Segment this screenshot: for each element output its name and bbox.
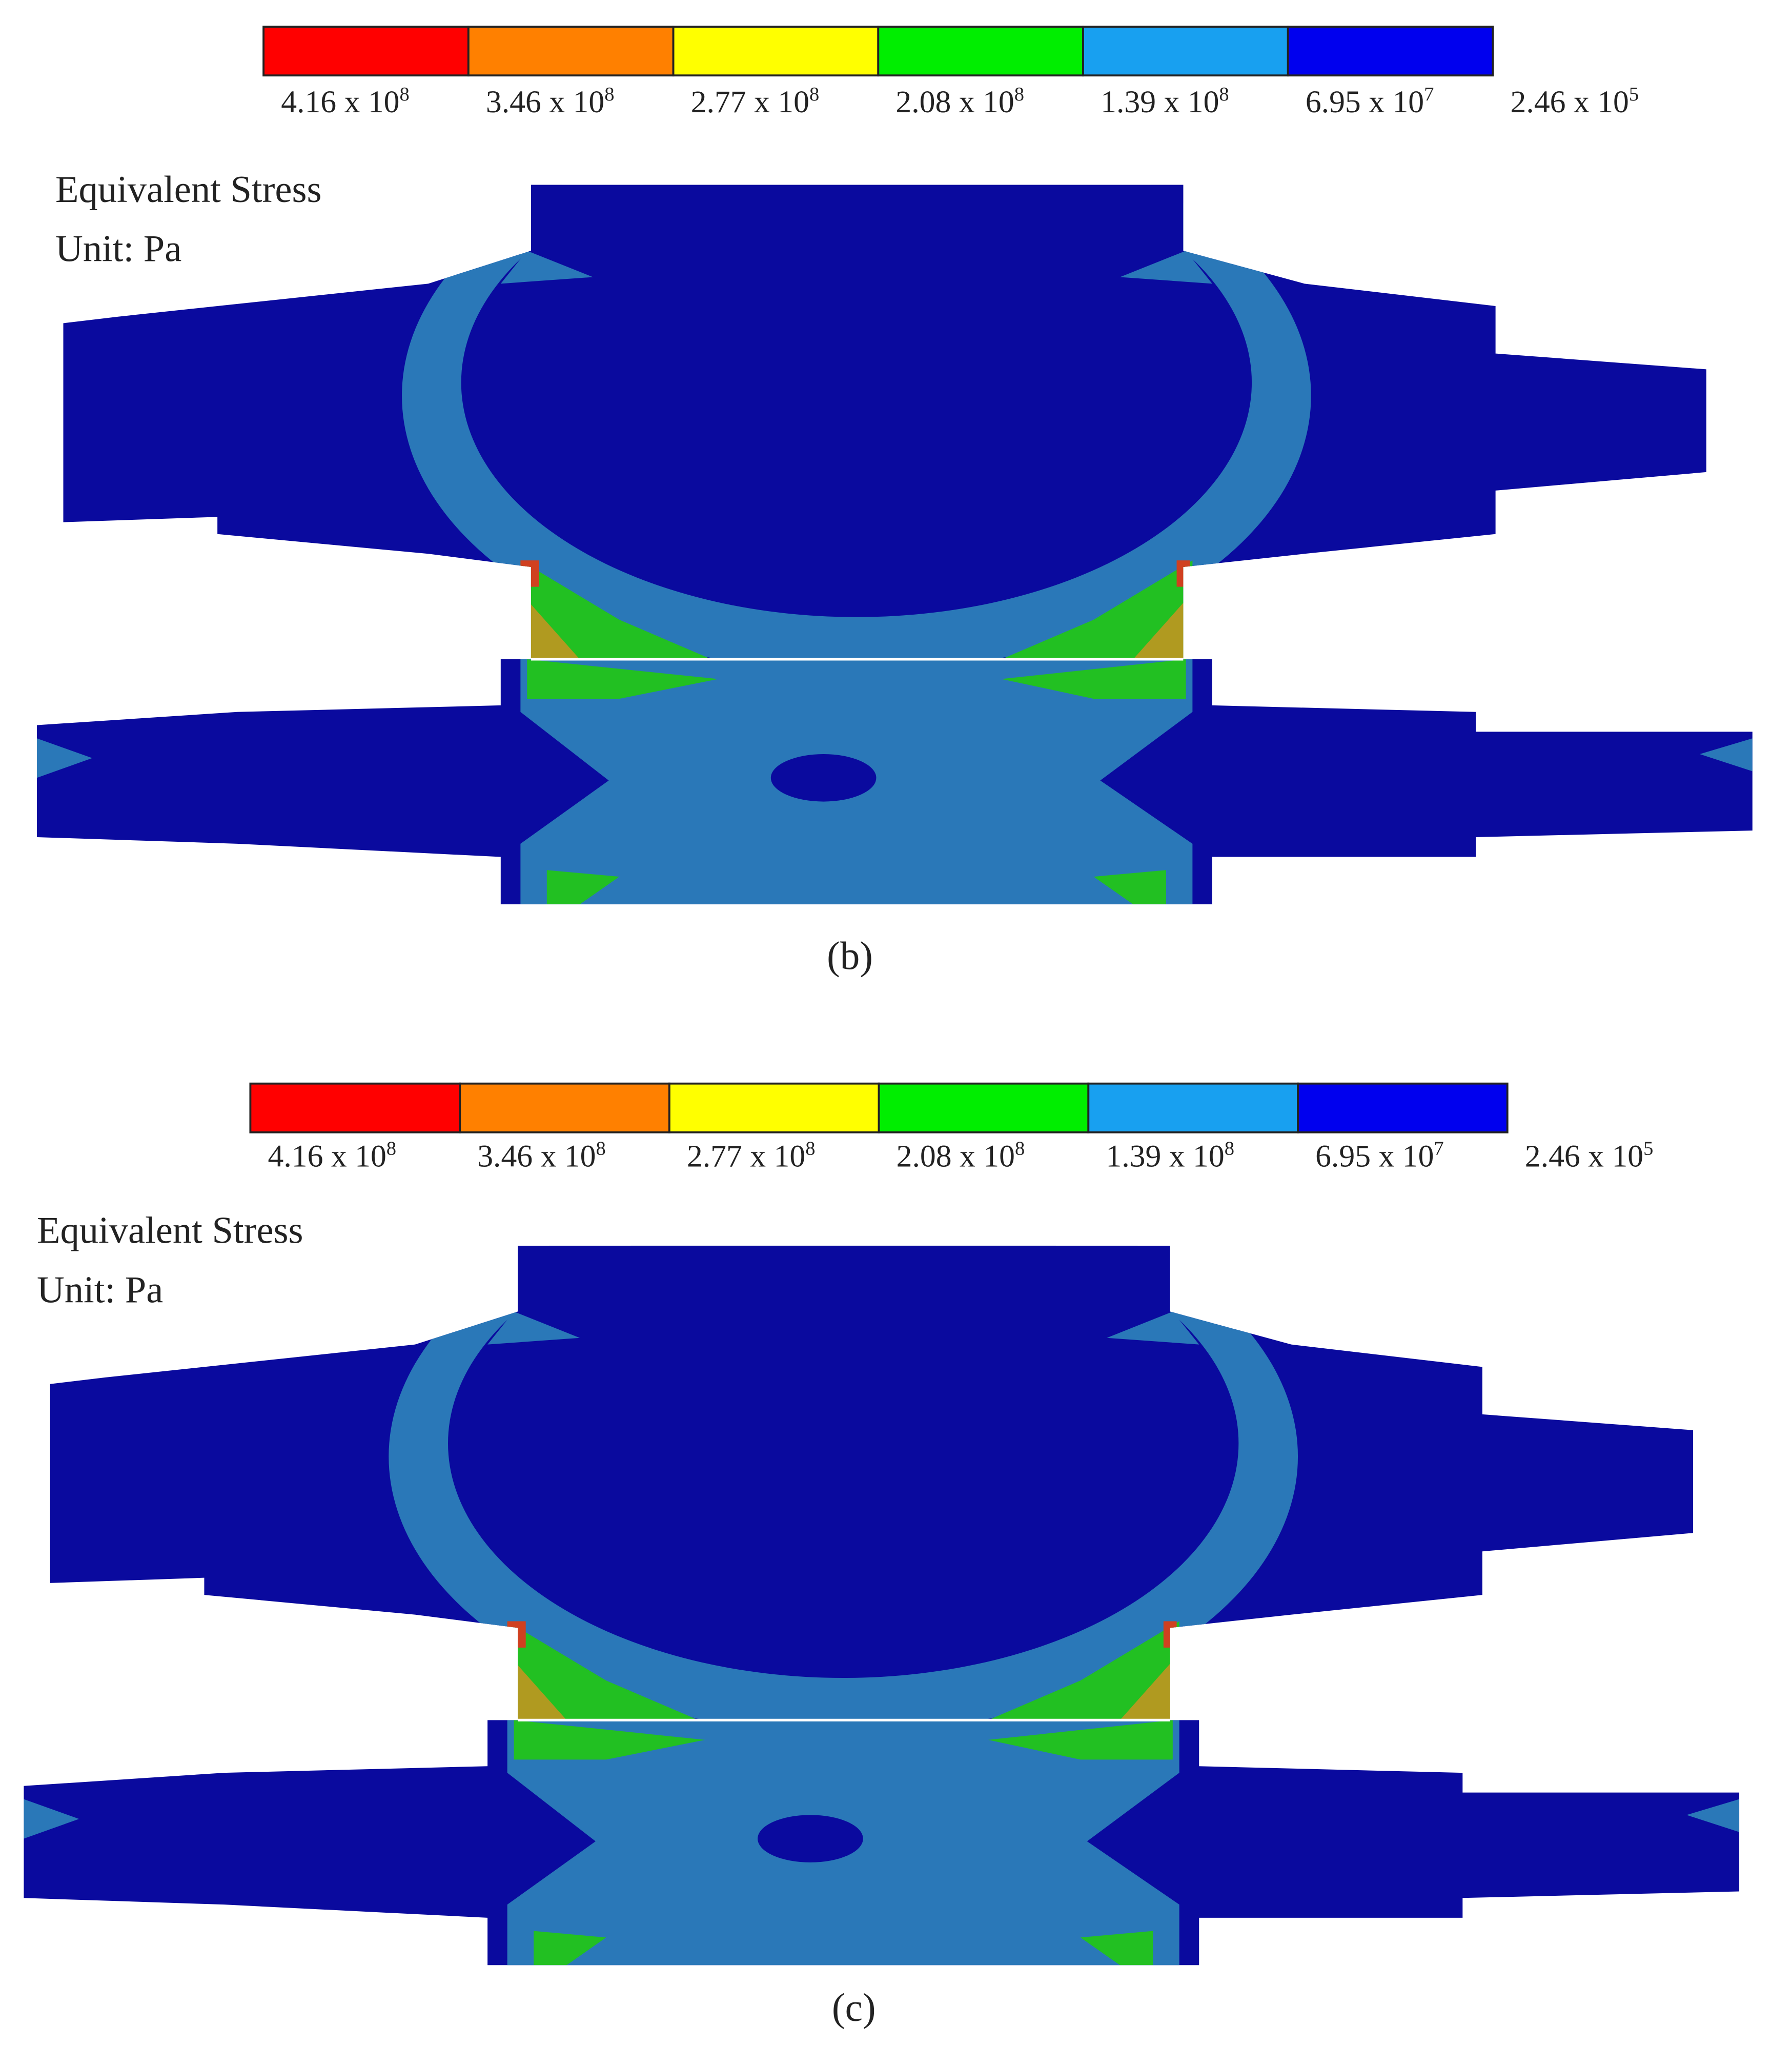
quantity-label: Equivalent Stress [37, 1210, 303, 1252]
label-exponent: 8 [1219, 84, 1229, 105]
label-base: 3.46 x 10 [486, 85, 604, 119]
label-base: 2.77 x 10 [687, 1139, 805, 1174]
label-exponent: 8 [1225, 1138, 1234, 1159]
legend-swatch [878, 1082, 1090, 1133]
legend-swatch [249, 1082, 461, 1133]
label-exponent: 8 [1015, 1138, 1025, 1159]
unit-label: Unit: Pa [37, 1269, 163, 1311]
label-base: 1.39 x 10 [1106, 1139, 1224, 1174]
legend-swatch [877, 26, 1084, 77]
label-exponent: 7 [1434, 1138, 1443, 1159]
label-base: 2.08 x 10 [897, 1139, 1015, 1174]
label-base: 2.77 x 10 [691, 85, 809, 119]
legend-label: 2.77 x 108 [691, 84, 820, 119]
legend-label: 1.39 x 108 [1101, 84, 1229, 119]
legend-swatch [1287, 26, 1494, 77]
legend-swatch [459, 1082, 670, 1133]
legend-label: 2.08 x 108 [897, 1138, 1025, 1173]
legend-label: 6.95 x 107 [1306, 84, 1434, 119]
label-base: 2.08 x 10 [895, 85, 1014, 119]
label-base: 6.95 x 10 [1315, 1139, 1434, 1174]
label-base: 4.16 x 10 [268, 1139, 386, 1174]
label-exponent: 8 [596, 1138, 606, 1159]
label-exponent: 8 [809, 84, 819, 105]
label-base: 1.39 x 10 [1101, 85, 1219, 119]
label-base: 2.46 x 10 [1525, 1139, 1643, 1174]
stress-contour [0, 1180, 1779, 1977]
legend-label: 3.46 x 108 [486, 84, 615, 119]
label-exponent: 8 [400, 84, 410, 105]
label-exponent: 8 [386, 1138, 396, 1159]
legend-label: 1.39 x 108 [1106, 1138, 1234, 1173]
legend-swatch [672, 26, 880, 77]
legend-swatch [262, 26, 470, 77]
panel: 4.16 x 108 3.46 x 108 2.77 x 108 2.08 x 108… [0, 26, 1792, 978]
legend-swatch [668, 1082, 880, 1133]
unit-label: Unit: Pa [55, 228, 181, 270]
label-exponent: 7 [1424, 84, 1434, 105]
label-exponent: 8 [1014, 84, 1024, 105]
legend-label: 4.16 x 108 [281, 84, 410, 119]
legend-label: 3.46 x 108 [477, 1138, 606, 1173]
caption: (b) [827, 934, 873, 978]
label-exponent: 8 [805, 1138, 815, 1159]
legend-swatch [1087, 1082, 1299, 1133]
legend-label: 4.16 x 108 [268, 1138, 396, 1173]
legend-label: 2.46 x 105 [1511, 84, 1639, 119]
label-base: 6.95 x 10 [1306, 85, 1424, 119]
label-base: 2.46 x 10 [1511, 85, 1629, 119]
quantity-label: Equivalent Stress [55, 169, 322, 211]
legend-swatch [1082, 26, 1289, 77]
label-exponent: 5 [1629, 84, 1639, 105]
legend-swatch [467, 26, 675, 77]
legend-label: 6.95 x 107 [1315, 1138, 1444, 1173]
legend-label: 2.77 x 108 [687, 1138, 816, 1173]
label-exponent: 5 [1643, 1138, 1653, 1159]
legend-swatch [1297, 1082, 1509, 1133]
panel: 4.16 x 108 3.46 x 108 2.77 x 108 2.08 x 108… [0, 1082, 1779, 2029]
stress-contour [0, 119, 1792, 916]
legend-label: 2.08 x 108 [895, 84, 1024, 119]
label-base: 3.46 x 10 [477, 1139, 596, 1174]
label-exponent: 8 [604, 84, 614, 105]
label-base: 4.16 x 10 [281, 85, 399, 119]
legend-label: 2.46 x 105 [1525, 1138, 1654, 1173]
caption: (c) [832, 1985, 876, 2029]
